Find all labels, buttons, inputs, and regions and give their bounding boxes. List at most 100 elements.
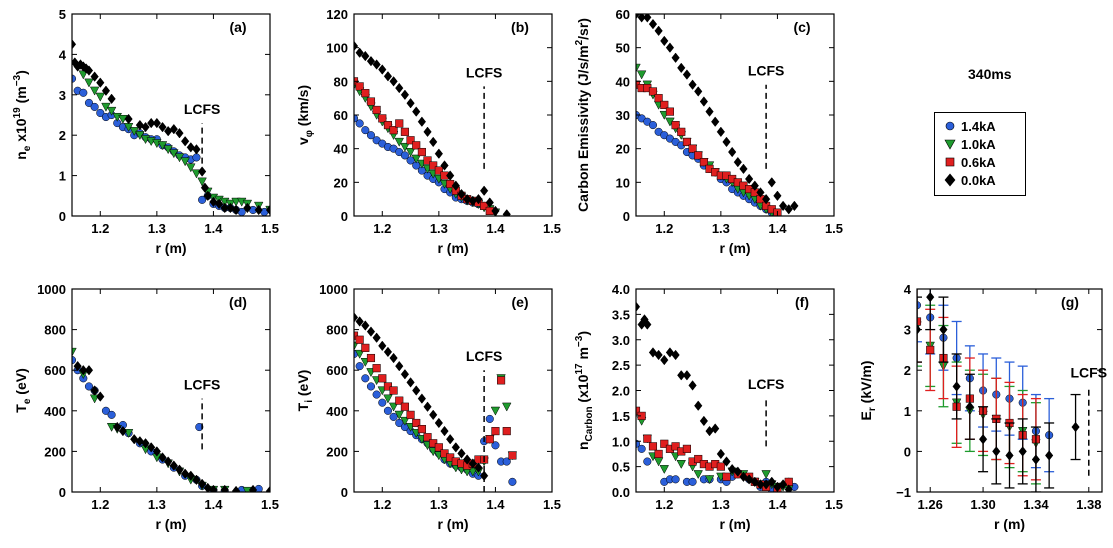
data-point-square [366, 353, 376, 363]
data-point-circle [107, 410, 116, 419]
data-point-square [682, 444, 691, 453]
lcfs-label: LCFS [748, 376, 785, 392]
y-tick-label: 600 [326, 363, 348, 378]
data-point-triangle [761, 470, 771, 480]
y-tick-label: 1.0 [612, 434, 630, 449]
data-point-diamond [355, 316, 364, 327]
x-tick-label: 1.38 [1076, 497, 1101, 512]
y-tick-label: 4 [59, 47, 67, 62]
data-point-square [446, 453, 455, 462]
y-tick-label: 4.0 [612, 282, 630, 297]
lcfs-label: LCFS [748, 63, 785, 79]
data-point-diamond [355, 47, 364, 58]
data-point-diamond [699, 96, 709, 107]
data-point-square [485, 435, 494, 444]
data-point-square [361, 343, 370, 352]
plot-frame [635, 288, 835, 493]
data-point-diamond [192, 144, 201, 155]
x-tick-label: 1.34 [1023, 497, 1049, 512]
data-point-diamond [926, 291, 935, 303]
data-point-circle [502, 457, 511, 466]
y-tick-label: 0.0 [612, 485, 630, 500]
x-axis-label: r (m) [437, 516, 468, 532]
data-point-diamond [90, 71, 99, 82]
data-point-diamond [186, 142, 195, 153]
data-point-diamond [654, 25, 663, 37]
data-point-diamond [406, 377, 415, 388]
y-tick-label: 5 [59, 7, 66, 22]
data-point-diamond [440, 425, 449, 437]
panel-label: (c) [793, 19, 810, 35]
data-point-diamond [446, 170, 455, 181]
data-point-diamond [192, 474, 201, 486]
data-point-diamond [665, 42, 675, 53]
data-point-square [491, 427, 500, 436]
panel-label: (b) [511, 19, 529, 35]
x-tick-label: 1.2 [91, 497, 109, 512]
data-point-diamond [96, 77, 105, 88]
data-point-diamond [434, 417, 443, 429]
data-point-diamond [451, 180, 460, 191]
data-point-diamond [158, 452, 167, 463]
y-tick-label: −1 [896, 485, 911, 500]
data-point-square [389, 126, 398, 135]
y-tick-label: 60 [616, 7, 630, 22]
plot-frame [71, 288, 271, 493]
data-point-diamond [637, 14, 646, 23]
data-point-diamond [214, 198, 224, 210]
data-point-diamond [665, 347, 675, 358]
panel-label: (d) [229, 294, 247, 310]
data-point-diamond [175, 464, 184, 475]
y-tick-label: 2 [904, 363, 911, 378]
data-point-diamond [1018, 446, 1027, 457]
data-point-diamond [1031, 454, 1041, 465]
data-point-square [434, 443, 443, 452]
plot-frame [71, 13, 271, 217]
data-point-diamond [682, 69, 692, 80]
data-point-square [694, 151, 703, 160]
legend-label: 0.6kA [961, 154, 996, 170]
data-point-square [688, 144, 697, 153]
data-point-diamond [654, 349, 663, 361]
data-point-diamond [643, 319, 652, 330]
data-point-diamond [169, 460, 178, 471]
data-point-diamond [939, 324, 948, 335]
series-0.6kA [354, 77, 494, 215]
data-point-diamond [778, 200, 788, 212]
data-point-diamond [728, 146, 737, 158]
y-axis-label: vφ (km/s) [295, 85, 315, 145]
y-tick-label: 0 [341, 209, 348, 224]
data-point-triangle [106, 106, 117, 116]
data-point-diamond [389, 352, 398, 364]
data-point-diamond [767, 476, 776, 488]
data-point-circle [361, 374, 370, 383]
data-point-triangle [354, 341, 359, 351]
y-tick-label: 0 [341, 485, 348, 500]
panel-label: (f) [795, 294, 809, 310]
data-point-diamond [372, 332, 381, 343]
data-point-triangle [197, 177, 207, 187]
data-point-square [366, 97, 376, 106]
data-point-circle [90, 102, 99, 111]
data-point-square [400, 127, 409, 136]
data-point-diamond [745, 173, 754, 185]
data-point-diamond [739, 163, 748, 175]
data-point-diamond [254, 204, 263, 216]
data-point-diamond [423, 126, 432, 138]
y-axis-label: Carbon Emissivity (J/s/m2/sr) [574, 18, 591, 212]
data-point-triangle [693, 470, 703, 480]
data-point-square [699, 158, 708, 167]
data-point-triangle [186, 163, 196, 173]
series-0.0kA [917, 289, 1081, 492]
data-point-triangle [704, 475, 715, 485]
triangle-down-marker-icon [939, 137, 961, 151]
data-point-diamond [1005, 450, 1014, 461]
x-tick-label: 1.5 [825, 497, 843, 512]
data-point-diamond [790, 200, 799, 212]
series-1.0kA [72, 347, 253, 492]
data-point-triangle [676, 460, 686, 469]
data-point-diamond [750, 180, 759, 191]
data-point-circle [84, 382, 94, 391]
data-point-diamond [784, 484, 793, 492]
y-tick-label: 3.0 [612, 333, 630, 348]
